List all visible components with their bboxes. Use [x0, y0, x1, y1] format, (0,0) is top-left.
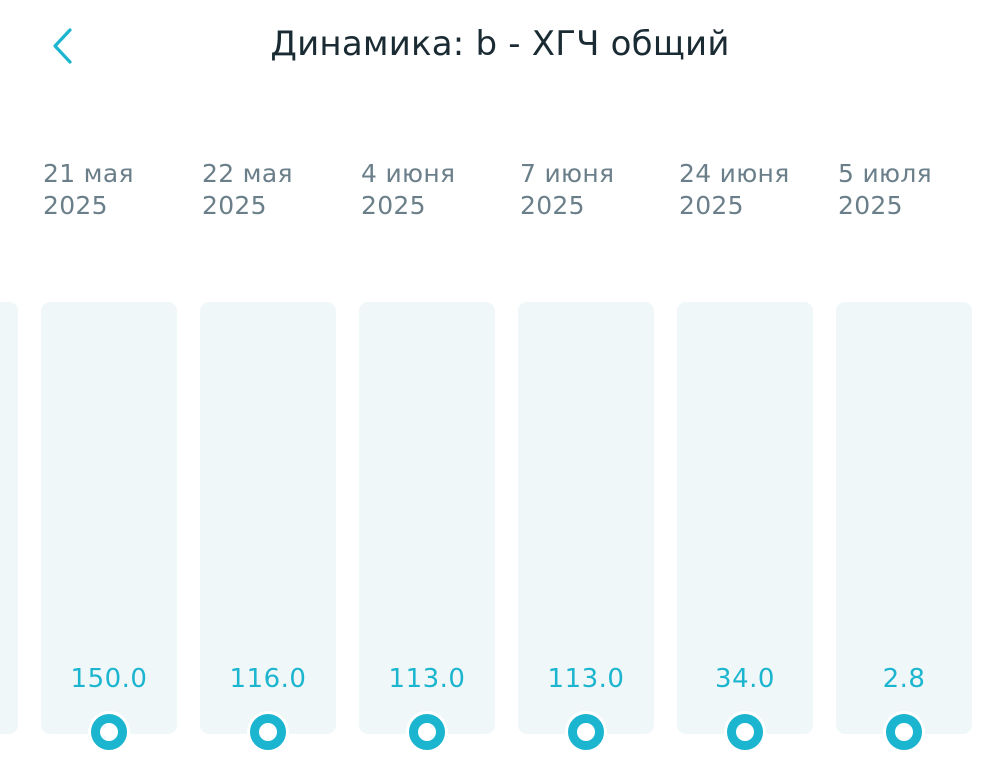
data-point-marker[interactable] — [723, 710, 767, 754]
data-point-marker[interactable] — [564, 710, 608, 754]
date-day-month: 24 июня — [679, 159, 790, 188]
date-day-month: 7 июня — [520, 159, 615, 188]
date-year: 2025 — [838, 191, 903, 220]
column-value: 116.0 — [229, 664, 307, 694]
data-point-marker[interactable] — [405, 710, 449, 754]
column-value: 150.0 — [70, 664, 148, 694]
column-date: 4 июня 2025 — [361, 158, 455, 222]
column-bar — [518, 302, 654, 734]
column-date: 22 мая 2025 — [202, 158, 293, 222]
date-day-month: 22 мая — [202, 159, 293, 188]
date-day-month: 21 мая — [43, 159, 134, 188]
previous-column-edge[interactable] — [0, 302, 18, 734]
circle-marker-icon — [88, 711, 130, 753]
date-year: 2025 — [679, 191, 744, 220]
timeline-column[interactable]: 21 мая 2025 150.0 — [41, 0, 177, 774]
column-date: 21 мая 2025 — [43, 158, 134, 222]
column-value: 34.0 — [715, 664, 775, 694]
column-bar — [836, 302, 972, 734]
header: Динамика: b - ХГЧ общий — [0, 0, 1000, 96]
circle-marker-icon — [724, 711, 766, 753]
circle-marker-icon — [883, 711, 925, 753]
timeline-column[interactable]: 7 июня 2025 113.0 — [518, 0, 654, 774]
column-bar — [359, 302, 495, 734]
back-button[interactable] — [44, 22, 88, 70]
date-year: 2025 — [43, 191, 108, 220]
date-year: 2025 — [202, 191, 267, 220]
page-title: Динамика: b - ХГЧ общий — [270, 24, 730, 64]
data-point-marker[interactable] — [882, 710, 926, 754]
column-value: 2.8 — [882, 664, 926, 694]
timeline-column[interactable]: 22 мая 2025 116.0 — [200, 0, 336, 774]
circle-marker-icon — [406, 711, 448, 753]
circle-marker-icon — [565, 711, 607, 753]
circle-marker-icon — [247, 711, 289, 753]
data-point-marker[interactable] — [87, 710, 131, 754]
date-year: 2025 — [520, 191, 585, 220]
column-date: 24 июня 2025 — [679, 158, 790, 222]
column-date: 5 июля 2025 — [838, 158, 932, 222]
chevron-left-icon — [53, 28, 72, 64]
date-day-month: 4 июня — [361, 159, 456, 188]
data-point-marker[interactable] — [246, 710, 290, 754]
column-bar — [200, 302, 336, 734]
column-bar — [41, 302, 177, 734]
date-day-month: 5 июля — [838, 159, 932, 188]
timeline-column[interactable]: 5 июля 2025 2.8 — [836, 0, 972, 774]
column-value: 113.0 — [547, 664, 625, 694]
timeline-column[interactable]: 4 июня 2025 113.0 — [359, 0, 495, 774]
column-value: 113.0 — [388, 664, 466, 694]
column-bar — [677, 302, 813, 734]
column-date: 7 июня 2025 — [520, 158, 614, 222]
date-year: 2025 — [361, 191, 426, 220]
timeline-column[interactable]: 24 июня 2025 34.0 — [677, 0, 813, 774]
